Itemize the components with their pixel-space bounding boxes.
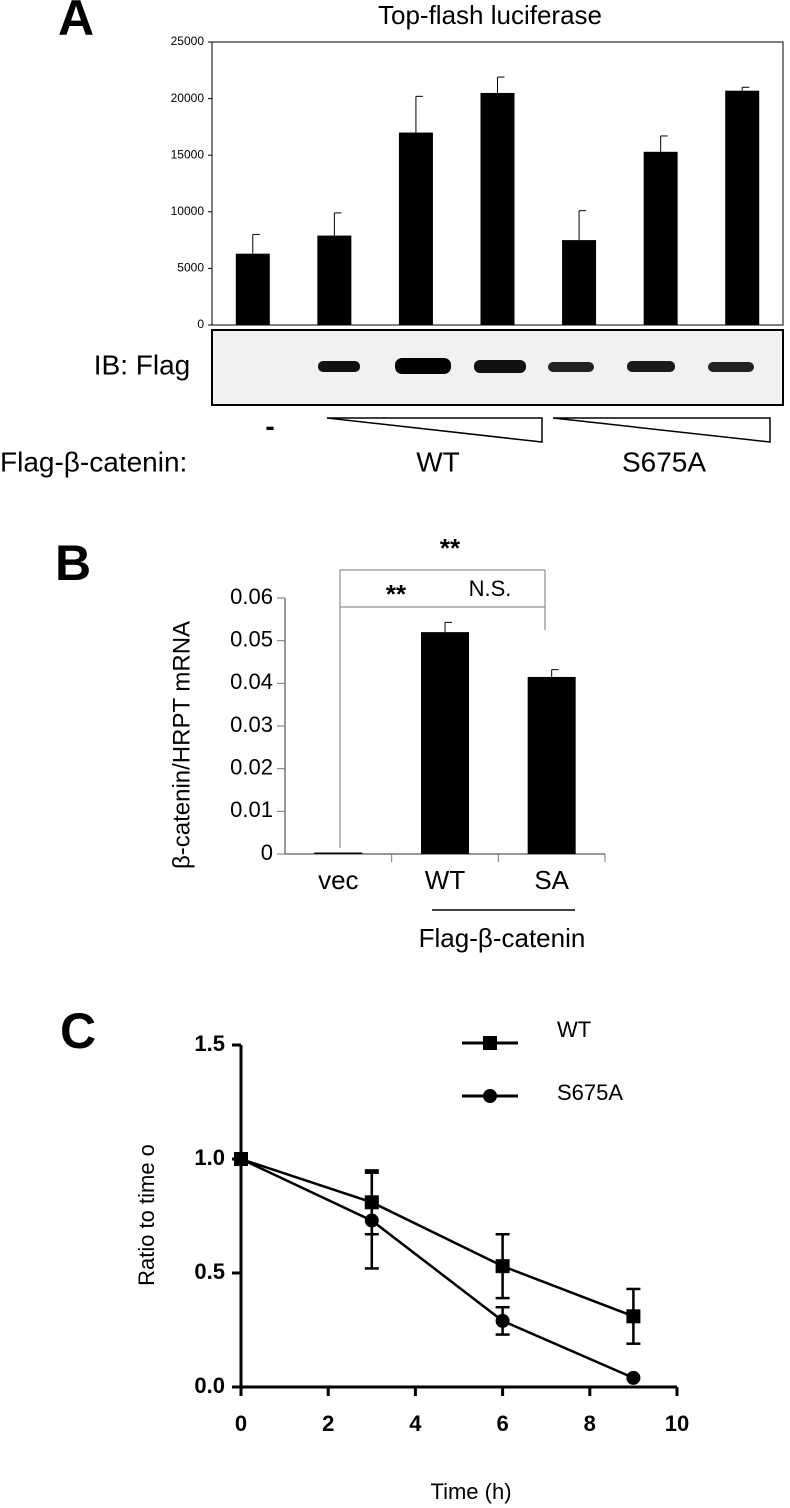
- y-axis-label: β-catenin/HRPT mRNA: [168, 621, 195, 869]
- bar: [643, 151, 678, 325]
- series-line: [240, 1157, 634, 1318]
- x-tick-label: 8: [584, 1411, 596, 1436]
- bar: [421, 632, 469, 854]
- data-point: [364, 1213, 379, 1228]
- significance-label: **: [386, 579, 407, 609]
- legend-label: WT: [557, 1017, 591, 1042]
- y-tick-label: 1.5: [194, 1031, 225, 1056]
- blot-band: [708, 362, 754, 372]
- y-tick-label: 0.0: [194, 1373, 225, 1398]
- lane-annotation: WT: [416, 446, 460, 477]
- legend-marker: [483, 1089, 497, 1103]
- panel-letter: B: [55, 535, 91, 591]
- blot-band: [318, 361, 360, 372]
- x-tick-label: 6: [496, 1411, 508, 1436]
- legend-label: S675A: [557, 1080, 623, 1105]
- blot-label: IB: Flag: [94, 349, 190, 380]
- y-tick-label: 0.03: [230, 712, 273, 737]
- x-tick-label: vec: [318, 865, 358, 895]
- data-point: [626, 1370, 641, 1385]
- significance-label: **: [440, 533, 461, 563]
- data-point: [234, 1152, 248, 1166]
- x-axis-label: Time (h): [430, 1479, 511, 1504]
- panel-letter: C: [60, 1003, 96, 1059]
- y-axis-label: Ratio to time o: [134, 1144, 159, 1286]
- legend-marker: [483, 1036, 497, 1050]
- data-point: [626, 1309, 641, 1324]
- series-line: [240, 1157, 634, 1380]
- significance-label: N.S.: [469, 576, 512, 601]
- wedge: [552, 417, 771, 443]
- x-tick-label: 2: [322, 1411, 334, 1436]
- y-tick-label: 20000: [171, 91, 205, 105]
- data-point: [495, 1259, 510, 1274]
- lane-annotation: S675A: [622, 446, 706, 477]
- x-tick-label: 0: [235, 1411, 247, 1436]
- wedge: [326, 417, 543, 443]
- blot-band: [474, 360, 526, 373]
- x-tick-label: WT: [425, 865, 466, 895]
- blot-band: [627, 361, 675, 372]
- x-tick-label: 10: [665, 1411, 689, 1436]
- bar: [235, 253, 270, 325]
- y-tick-label: 15000: [171, 147, 205, 161]
- x-tick-label: 4: [409, 1411, 422, 1436]
- blot-band: [395, 358, 451, 374]
- bar: [725, 90, 760, 326]
- bar: [398, 132, 433, 325]
- data-point: [495, 1313, 510, 1328]
- bar: [527, 676, 576, 854]
- panel-letter: A: [58, 0, 94, 46]
- y-tick-label: 0.06: [230, 584, 273, 609]
- chart-title: Top-flash luciferase: [378, 0, 602, 30]
- lane-annotation: -: [265, 410, 274, 441]
- bar: [562, 240, 597, 325]
- x-tick-label: SA: [534, 865, 569, 895]
- lane-annotation: Flag-β-catenin:: [0, 446, 187, 477]
- bar: [314, 852, 363, 854]
- y-tick-label: 0.5: [194, 1259, 225, 1284]
- bar: [480, 92, 515, 325]
- y-tick-label: 0: [197, 317, 204, 331]
- y-tick-label: 0: [261, 840, 273, 865]
- western-blot: [211, 329, 784, 443]
- y-tick-label: 0.04: [230, 669, 273, 694]
- blot-band: [548, 362, 594, 372]
- group-label: Flag-β-catenin: [419, 923, 586, 953]
- y-tick-label: 10000: [171, 204, 205, 218]
- y-tick-label: 5000: [177, 261, 204, 275]
- y-tick-label: 0.01: [230, 797, 273, 822]
- y-tick-label: 1.0: [194, 1145, 225, 1170]
- y-tick-label: 25000: [171, 34, 205, 48]
- significance-brackets: [339, 569, 546, 848]
- y-tick-label: 0.02: [230, 754, 273, 779]
- bar: [317, 235, 352, 325]
- y-tick-label: 0.05: [230, 626, 273, 651]
